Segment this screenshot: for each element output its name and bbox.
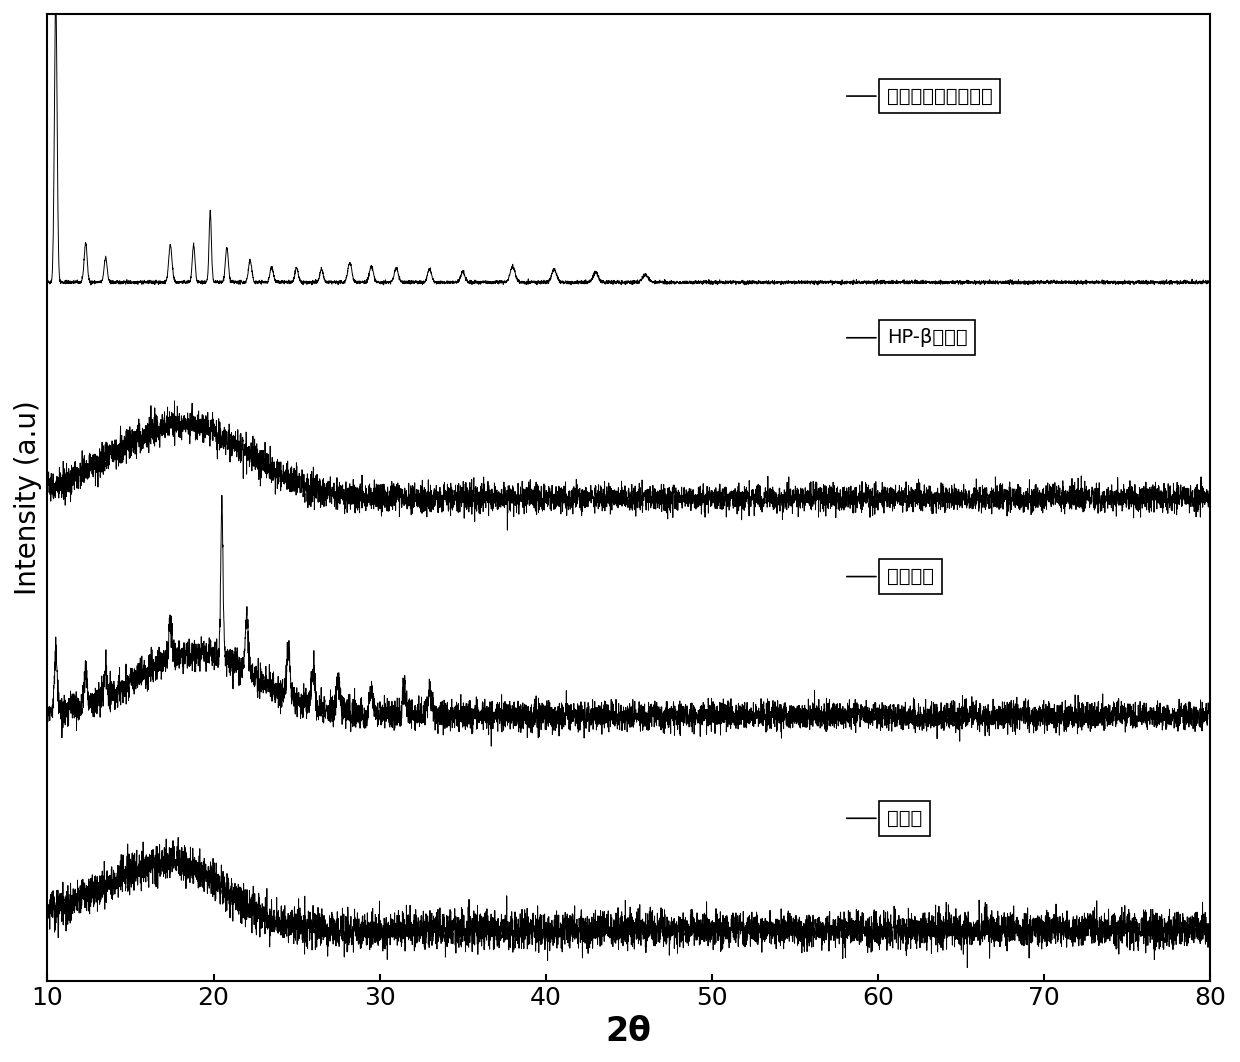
X-axis label: 2θ: 2θ — [606, 1015, 652, 1048]
Text: 吵嘎烷基喧嘎氧化物: 吵嘎烷基喧嘎氧化物 — [887, 87, 993, 105]
Text: HP-β环糊精: HP-β环糊精 — [887, 328, 967, 347]
Text: 机械混合: 机械混合 — [887, 567, 934, 586]
Y-axis label: Intensity (a.u): Intensity (a.u) — [14, 400, 42, 595]
Text: 包合物: 包合物 — [887, 809, 923, 827]
